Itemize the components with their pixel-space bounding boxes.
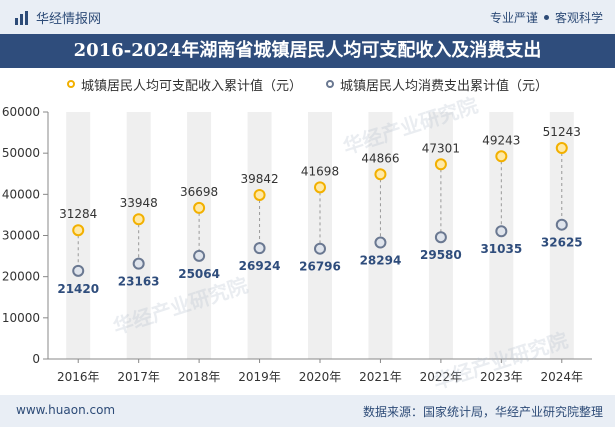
- column-band: [126, 112, 151, 359]
- slogan-right: 客观科学: [554, 11, 603, 25]
- y-tick-label: 20000: [2, 270, 40, 284]
- column-band: [187, 112, 212, 359]
- x-tick-label: 2019年: [238, 370, 281, 384]
- x-tick-label: 2021年: [359, 370, 402, 384]
- income-point: [314, 181, 326, 194]
- income-data-label: 33948: [120, 196, 158, 210]
- expense-point: [253, 242, 266, 255]
- legend-item-expense: 城镇居民人均消费支出累计值（元）: [326, 75, 548, 94]
- income-point: [253, 188, 266, 201]
- slogan-dot-icon: [543, 15, 549, 20]
- slogan: 专业严谨 客观科学: [490, 9, 603, 26]
- y-tick-label: 10000: [2, 311, 40, 325]
- brand-name: 华经情报网: [36, 12, 102, 27]
- expense-data-label: 23163: [118, 275, 160, 289]
- x-tick-label: 2024年: [541, 370, 584, 384]
- x-tick-label: 2022年: [420, 370, 463, 384]
- expense-data-label: 32625: [541, 236, 583, 250]
- y-tick-label: 60000: [2, 105, 40, 119]
- footer: www.huaon.com 数据来源：国家统计局，华经产业研究院整理: [0, 395, 615, 427]
- expense-point: [495, 225, 508, 238]
- income-point: [495, 150, 508, 163]
- income-point: [434, 158, 447, 171]
- expense-point: [132, 257, 145, 270]
- income-data-label: 51243: [543, 125, 581, 139]
- column-band: [247, 112, 272, 359]
- chart-legend: 城镇居民人均可支配收入累计值（元） 城镇居民人均消费支出累计值（元）: [0, 72, 615, 96]
- income-point: [132, 213, 145, 226]
- x-tick-label: 2016年: [57, 370, 100, 384]
- x-tick-label: 2020年: [299, 370, 342, 384]
- income-point: [72, 224, 85, 237]
- x-tick-label: 2023年: [480, 370, 523, 384]
- expense-data-label: 26924: [239, 259, 281, 273]
- expense-data-label: 21420: [57, 282, 99, 296]
- y-tick-label: 0: [32, 352, 40, 366]
- chart-title: 2016-2024年湖南省城镇居民人均可支配收入及消费支出: [0, 34, 615, 68]
- income-data-label: 41698: [301, 164, 339, 178]
- expense-point: [72, 264, 85, 277]
- y-tick-label: 30000: [2, 229, 40, 243]
- expense-data-label: 25064: [178, 267, 220, 281]
- slogan-left: 专业严谨: [489, 11, 538, 25]
- income-data-label: 49243: [482, 133, 520, 147]
- expense-point: [434, 231, 447, 244]
- income-data-label: 36698: [180, 185, 218, 199]
- brand: 华经情报网: [14, 8, 101, 27]
- expense-point: [374, 236, 387, 249]
- legend-label-income: 城镇居民人均可支配收入累计值（元）: [80, 78, 302, 94]
- y-tick-label: 50000: [2, 146, 40, 160]
- expense-data-label: 28294: [360, 254, 402, 268]
- expense-data-label: 29580: [420, 248, 462, 262]
- expense-point: [193, 249, 206, 262]
- income-data-label: 44866: [361, 151, 399, 165]
- income-point: [193, 201, 206, 214]
- expense-data-label: 26796: [299, 260, 341, 274]
- income-point: [374, 168, 387, 181]
- legend-label-expense: 城镇居民人均消费支出累计值（元）: [340, 78, 549, 94]
- chart-plot: 0 10000 20000 30000 40000 50000 60000 2016年 2017…: [2, 105, 592, 384]
- legend-item-income: 城镇居民人均可支配收入累计值（元）: [66, 75, 302, 94]
- expense-data-label: 31035: [480, 242, 522, 256]
- expense-point: [314, 242, 326, 255]
- y-tick-label: 40000: [2, 187, 40, 201]
- income-data-label: 39842: [240, 172, 278, 186]
- top-bar: 华经情报网 专业严谨 客观科学: [0, 0, 615, 34]
- income-point: [555, 142, 568, 155]
- x-tick-label: 2017年: [117, 370, 160, 384]
- income-data-label: 31284: [59, 207, 97, 221]
- legend-marker-expense-icon: [326, 80, 334, 88]
- footer-site: www.huaon.com: [16, 403, 116, 417]
- expense-point: [555, 218, 568, 231]
- footer-source: 数据来源：国家统计局，华经产业研究院整理: [362, 405, 603, 419]
- income-data-label: 47301: [422, 141, 460, 155]
- x-tick-label: 2018年: [178, 370, 221, 384]
- brand-logo-icon: [15, 10, 28, 25]
- legend-marker-income-icon: [66, 80, 75, 88]
